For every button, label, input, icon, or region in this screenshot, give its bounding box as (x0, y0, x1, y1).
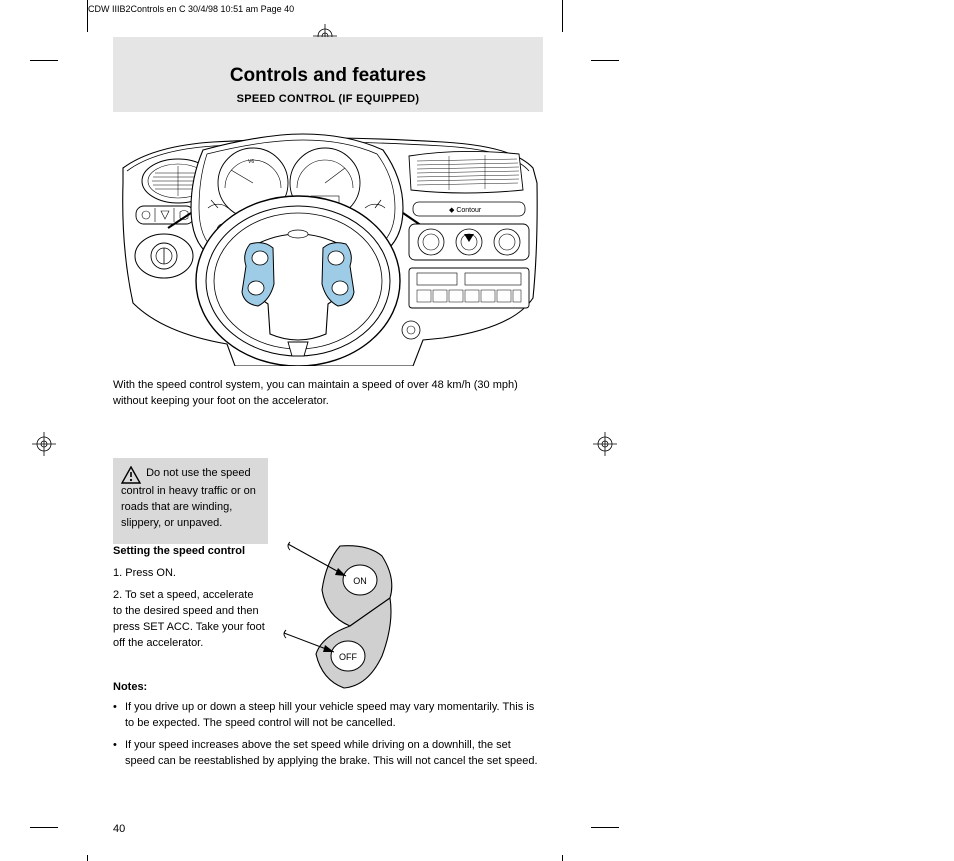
registration-mark (593, 432, 617, 456)
section-title: Controls and features (123, 65, 533, 87)
note-2: If your speed increases above the set sp… (125, 738, 543, 770)
setting-heading: Setting the speed control (113, 544, 265, 560)
svg-text:V6: V6 (248, 159, 254, 165)
on-label: ON (353, 576, 367, 586)
crop-mark (591, 60, 619, 61)
bullet: • (113, 738, 125, 770)
bullet: • (113, 700, 125, 732)
setting-step-2: 2. To set a speed, accelerate to the des… (113, 588, 265, 652)
off-label: OFF (339, 652, 357, 662)
svg-text:◆ Contour: ◆ Contour (449, 207, 482, 214)
intro-paragraph: With the speed control system, you can m… (113, 378, 543, 410)
page-number: 40 (113, 823, 125, 835)
crop-mark (30, 60, 58, 61)
intro-text: With the speed control system, you can m… (113, 379, 518, 407)
note-1: If you drive up or down a steep hill you… (125, 700, 543, 732)
dashboard-illustration: V6 0000 ◆ Contour (113, 128, 543, 366)
crop-mark (30, 827, 58, 828)
section-subtitle: SPEED CONTROL (IF EQUIPPED) (123, 93, 533, 105)
section-banner: Controls and features SPEED CONTROL (IF … (113, 37, 543, 112)
warning-icon (121, 466, 141, 484)
crop-mark (562, 855, 563, 861)
setting-step-1: 1. Press ON. (113, 566, 265, 582)
crop-mark (591, 827, 619, 828)
crop-mark (87, 855, 88, 861)
on-off-control-diagram: ON OFF (282, 538, 402, 698)
warning-text: Do not use the speed control in heavy tr… (121, 467, 256, 529)
crop-mark (562, 0, 563, 32)
warning-callout: Do not use the speed control in heavy tr… (113, 458, 268, 544)
registration-mark (32, 432, 56, 456)
setting-section: Setting the speed control 1. Press ON. 2… (113, 544, 265, 652)
footer-file-path: CDW IIIB2Controls en C 30/4/98 10:51 am … (88, 4, 294, 14)
